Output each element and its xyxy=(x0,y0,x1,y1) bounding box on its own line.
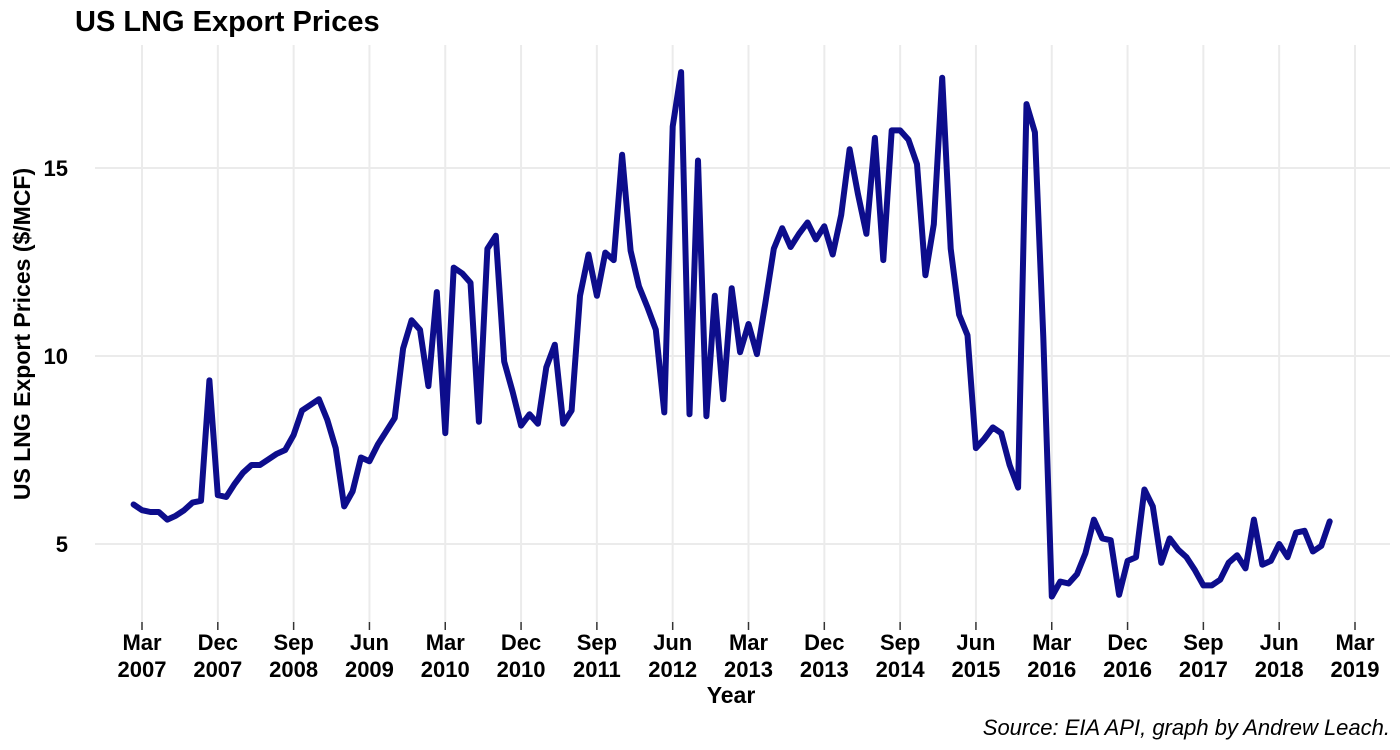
x-tick-label: Dec 2007 xyxy=(193,630,242,682)
series-layer xyxy=(130,69,1333,600)
price-series-line xyxy=(130,69,1333,600)
y-tick-label: 15 xyxy=(44,156,68,181)
x-tick-label: Dec 2016 xyxy=(1103,630,1152,682)
y-tick-label: 5 xyxy=(56,532,68,557)
x-tick-label: Mar 2019 xyxy=(1331,630,1380,682)
x-tick-label: Jun 2012 xyxy=(648,630,697,682)
x-tick-label: Mar 2007 xyxy=(118,630,167,682)
y-axis-title: US LNG Export Prices ($/MCF) xyxy=(9,168,35,500)
x-tick-label: Jun 2009 xyxy=(345,630,394,682)
x-tick-label: Sep 2008 xyxy=(269,630,318,682)
grid-layer xyxy=(95,45,1390,622)
x-tick-label: Mar 2013 xyxy=(724,630,773,682)
axis-layer: 5 10 15 Mar 2007 Dec 2007 Sep 2008 Jun 2009 Mar 2010… xyxy=(44,156,1380,682)
x-tick-label: Jun 2015 xyxy=(951,630,1000,682)
chart-title: US LNG Export Prices xyxy=(75,6,380,38)
chart-caption: Source: EIA API, graph by Andrew Leach. xyxy=(983,715,1390,740)
x-tick-label: Dec 2013 xyxy=(800,630,849,682)
y-tick-label: 10 xyxy=(44,344,68,369)
x-tick-label: Dec 2010 xyxy=(497,630,546,682)
x-tick-label: Jun 2018 xyxy=(1255,630,1304,682)
x-axis-title: Year xyxy=(707,682,756,708)
x-tick-label: Mar 2010 xyxy=(421,630,470,682)
x-tick-label: Sep 2014 xyxy=(876,630,926,682)
x-tick-label: Mar 2016 xyxy=(1027,630,1076,682)
x-tick-label: Sep 2011 xyxy=(573,630,621,682)
x-tick-label: Sep 2017 xyxy=(1179,630,1228,682)
